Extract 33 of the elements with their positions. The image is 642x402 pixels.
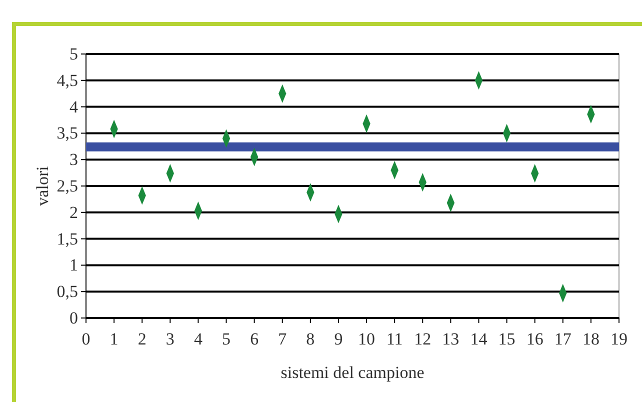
x-tick-label: 13 <box>442 330 460 349</box>
x-tick-label: 6 <box>250 330 259 349</box>
y-axis-title: valori <box>33 166 52 206</box>
x-tick-label: 0 <box>82 330 90 349</box>
x-tick-label: 12 <box>414 330 432 349</box>
x-tick-label: 8 <box>306 330 315 349</box>
x-tick-label: 3 <box>166 330 174 349</box>
y-tick-label: 4 <box>70 97 78 116</box>
y-tick-label: 0 <box>70 308 78 328</box>
x-tick-label: 16 <box>526 330 544 349</box>
x-tick-label: 7 <box>278 330 288 349</box>
y-tick-label: 0,5 <box>56 282 78 302</box>
y-tick-label: 3,5 <box>56 124 78 143</box>
x-tick-label: 11 <box>386 330 403 349</box>
y-tick-label: 5 <box>70 44 78 64</box>
x-axis-title: sistemi del campione <box>280 363 424 382</box>
x-tick-label: 1 <box>110 330 118 349</box>
x-tick-label: 15 <box>498 330 516 349</box>
x-tick-label: 4 <box>194 330 203 349</box>
y-tick-label: 1 <box>70 256 78 275</box>
x-tick-label: 5 <box>222 330 231 349</box>
y-tick-label: 3 <box>70 150 78 170</box>
x-tick-label: 2 <box>138 330 146 349</box>
x-tick-label: 14 <box>470 330 488 349</box>
y-tick-label: 4,5 <box>56 70 78 90</box>
x-tick-label: 17 <box>554 330 572 349</box>
x-tick-label: 10 <box>358 330 376 349</box>
x-tick-label: 9 <box>334 330 343 349</box>
x-tick-label: 18 <box>582 330 600 349</box>
y-tick-label: 1,5 <box>56 229 78 248</box>
x-tick-label: 19 <box>610 330 628 349</box>
y-tick-label: 2,5 <box>56 176 78 196</box>
y-tick-label: 2 <box>70 202 78 222</box>
